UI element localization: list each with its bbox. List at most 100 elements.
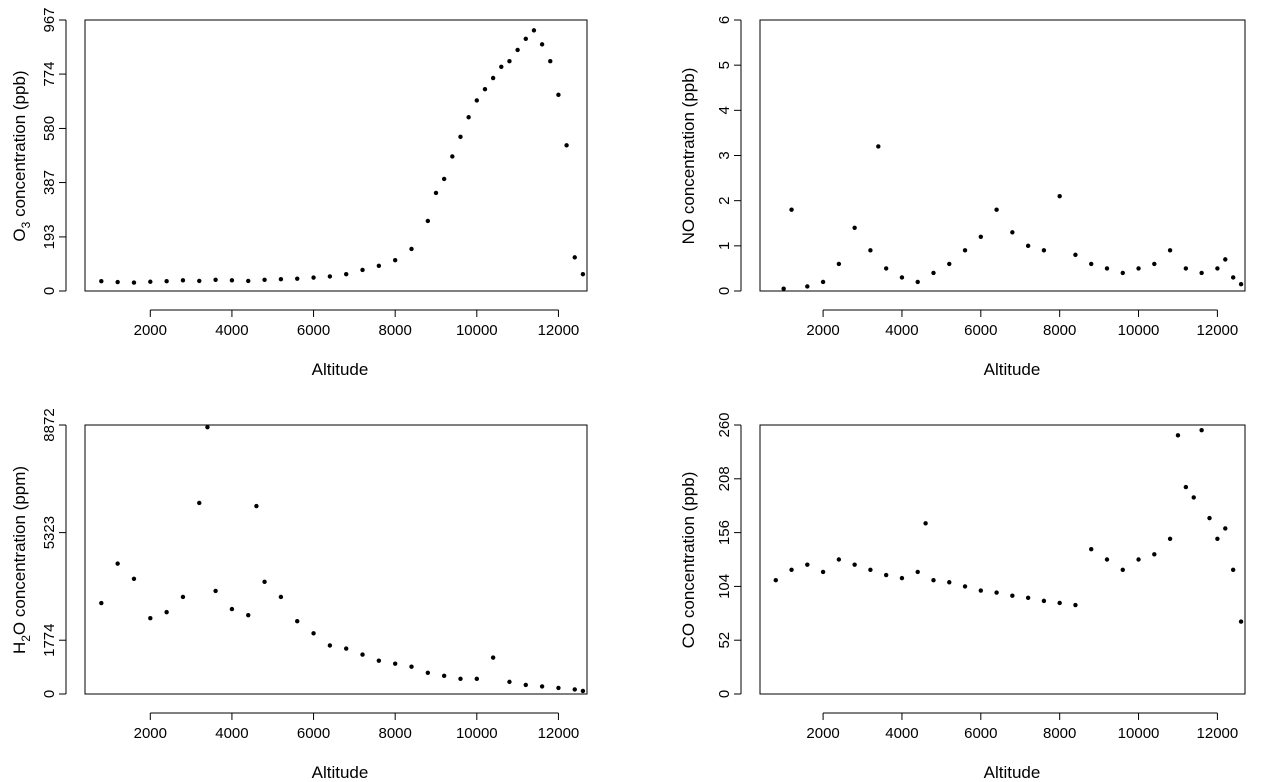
data-point	[836, 557, 842, 562]
data-point	[409, 664, 414, 669]
data-point	[1238, 619, 1244, 624]
data-point	[564, 143, 569, 148]
data-point	[852, 225, 857, 230]
plot-frame	[759, 424, 1246, 695]
data-point	[229, 606, 235, 612]
x-tick-label: 8000	[378, 725, 411, 742]
data-point	[131, 280, 137, 285]
x-axis-label: Altitude	[312, 360, 369, 379]
data-point	[262, 277, 267, 282]
data-point	[931, 270, 936, 276]
scatter-points	[781, 144, 1244, 291]
data-point	[572, 255, 577, 260]
data-point	[344, 646, 349, 651]
data-point	[507, 679, 512, 685]
x-tick-label: 4000	[215, 725, 248, 742]
y-axis: 0 52 104 156 208 260	[716, 412, 742, 698]
y-axis-label: NO concentration (ppb)	[679, 68, 698, 245]
y-tick-label: 5323	[41, 516, 58, 549]
data-point	[539, 42, 545, 47]
data-point	[458, 676, 463, 682]
data-point	[450, 154, 455, 159]
data-point	[556, 685, 561, 691]
data-point	[915, 279, 920, 285]
data-point	[376, 263, 382, 268]
data-point	[515, 47, 520, 53]
scatter-points	[99, 424, 586, 694]
data-point	[805, 284, 810, 289]
y-tick-label: 387	[41, 170, 58, 195]
data-point	[1073, 252, 1078, 258]
x-tick-label: 6000	[297, 322, 330, 339]
y-tick-label: 4	[716, 106, 733, 114]
data-point	[962, 584, 968, 589]
y-tick-label: 3	[716, 151, 733, 159]
data-point	[1183, 484, 1189, 490]
y-tick-label: 0	[41, 287, 58, 295]
data-point	[789, 207, 794, 212]
data-point	[1120, 270, 1125, 276]
data-point	[1152, 261, 1157, 267]
data-point	[213, 277, 218, 282]
data-point	[1120, 567, 1125, 573]
x-tick-label: 12000	[538, 322, 580, 339]
x-axis-label: Altitude	[984, 360, 1041, 379]
data-point	[899, 575, 905, 581]
data-point	[572, 687, 577, 692]
data-point	[1136, 266, 1141, 271]
y-tick-label: 208	[716, 466, 733, 491]
data-point	[148, 615, 153, 621]
data-point	[899, 275, 905, 280]
data-point	[482, 87, 488, 92]
data-point	[392, 257, 398, 263]
data-point	[931, 577, 936, 583]
x-tick-label: 6000	[297, 725, 330, 742]
data-point	[883, 266, 889, 271]
data-point	[1238, 282, 1244, 287]
y-axis: 0 1 2 3 4 5 6	[716, 16, 742, 295]
data-point	[1223, 257, 1228, 262]
x-axis: 2000 4000 6000 8000 10000 12000	[134, 309, 580, 339]
x-tick-label: 6000	[964, 725, 997, 742]
data-point	[246, 612, 251, 618]
data-point	[441, 176, 447, 182]
y-axis-label: CO concentration (ppb)	[679, 472, 698, 649]
data-point	[213, 588, 218, 594]
data-point	[523, 36, 528, 41]
x-tick-label: 10000	[456, 322, 498, 339]
data-point	[805, 562, 810, 567]
x-tick-label: 10000	[1118, 725, 1160, 742]
data-point	[789, 567, 794, 573]
panel-o3: 2000 4000 6000 8000 10000 12000 0 193 387 580 774…	[10, 7, 588, 379]
data-point	[883, 572, 889, 578]
data-point	[1215, 536, 1220, 542]
data-point	[947, 261, 952, 267]
data-point	[1175, 433, 1181, 438]
data-point	[246, 278, 251, 284]
data-point	[376, 658, 382, 663]
data-point	[229, 278, 235, 283]
data-point	[458, 134, 463, 140]
data-point	[197, 500, 202, 506]
x-tick-label: 4000	[215, 322, 248, 339]
data-point	[311, 275, 316, 280]
data-point	[1183, 266, 1189, 271]
y-tick-label: 156	[716, 520, 733, 545]
data-point	[531, 28, 537, 33]
data-point	[978, 588, 984, 593]
data-point	[295, 619, 300, 624]
data-point	[1167, 536, 1173, 542]
data-point	[1207, 515, 1212, 521]
y-tick-label: 0	[716, 287, 733, 295]
data-point	[278, 277, 284, 282]
data-point	[99, 278, 104, 284]
y-axis-label: O3 concentration (ppb)	[10, 70, 33, 241]
data-point	[1025, 243, 1031, 249]
x-tick-label: 8000	[378, 322, 411, 339]
data-point	[868, 567, 873, 573]
data-point	[548, 58, 553, 64]
data-point	[425, 218, 431, 224]
data-point	[441, 673, 447, 679]
y-tick-label: 1	[716, 242, 733, 250]
